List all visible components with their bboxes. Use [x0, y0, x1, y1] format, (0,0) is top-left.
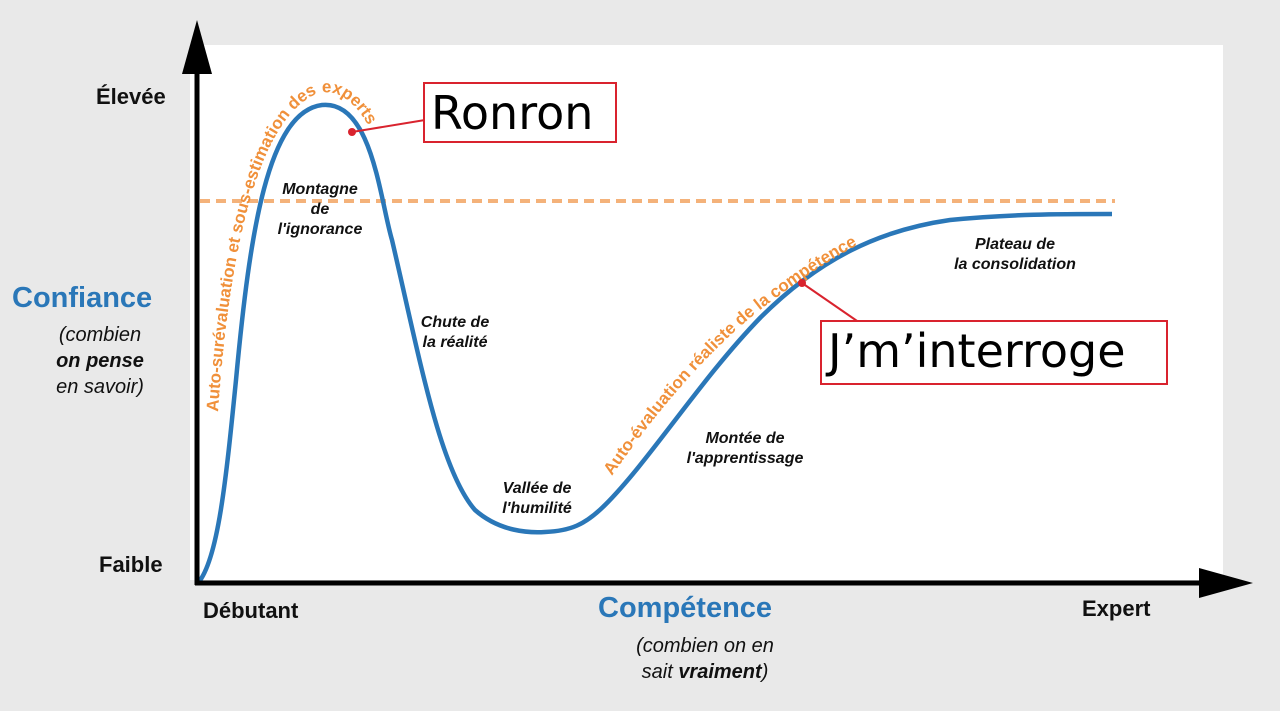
y-axis-subtitle-line3: en savoir): [56, 376, 144, 398]
stage-label-climb: Montée de l'apprentissage: [686, 430, 804, 467]
stage-label-peak: Montagne de l'ignorance: [277, 181, 363, 238]
plot-panel: [190, 45, 1223, 580]
y-axis-subtitle: (combien on pense en savoir): [30, 322, 170, 400]
y-axis-top-label: Élevée: [96, 84, 166, 109]
x-axis-subtitle-line2: sait vraiment): [641, 661, 769, 683]
callout-point-first: [348, 128, 356, 136]
x-axis-left-label: Débutant: [203, 598, 299, 623]
stage-label-fall: Chute de la réalité: [420, 314, 490, 351]
callout-leader-second: [801, 282, 861, 324]
x-axis-arrow-icon: [1199, 568, 1253, 598]
y-axis-subtitle-line1: (combien: [58, 324, 142, 346]
stage-label-plateau: Plateau de la consolidation: [954, 236, 1076, 273]
x-axis-subtitle-line1: (combien on en: [636, 635, 774, 657]
callout-second: J’m’interroge: [820, 320, 1168, 385]
stage-label-valley: Vallée de l'humilité: [502, 480, 572, 517]
x-axis-right-label: Expert: [1082, 596, 1151, 621]
y-axis-arrow-icon: [182, 20, 212, 74]
y-axis-subtitle-line2: on pense: [56, 350, 144, 372]
y-axis-bottom-label: Faible: [99, 552, 163, 577]
x-axis-subtitle: (combien on en sait vraiment): [595, 633, 815, 685]
callout-first: Ronron: [423, 82, 617, 143]
x-axis-title: Compétence: [598, 592, 773, 624]
callout-leader-first: [351, 119, 426, 133]
y-axis-title: Confiance: [12, 282, 153, 314]
callout-point-second: [798, 279, 806, 287]
dunning-kruger-curve: [196, 102, 1113, 585]
